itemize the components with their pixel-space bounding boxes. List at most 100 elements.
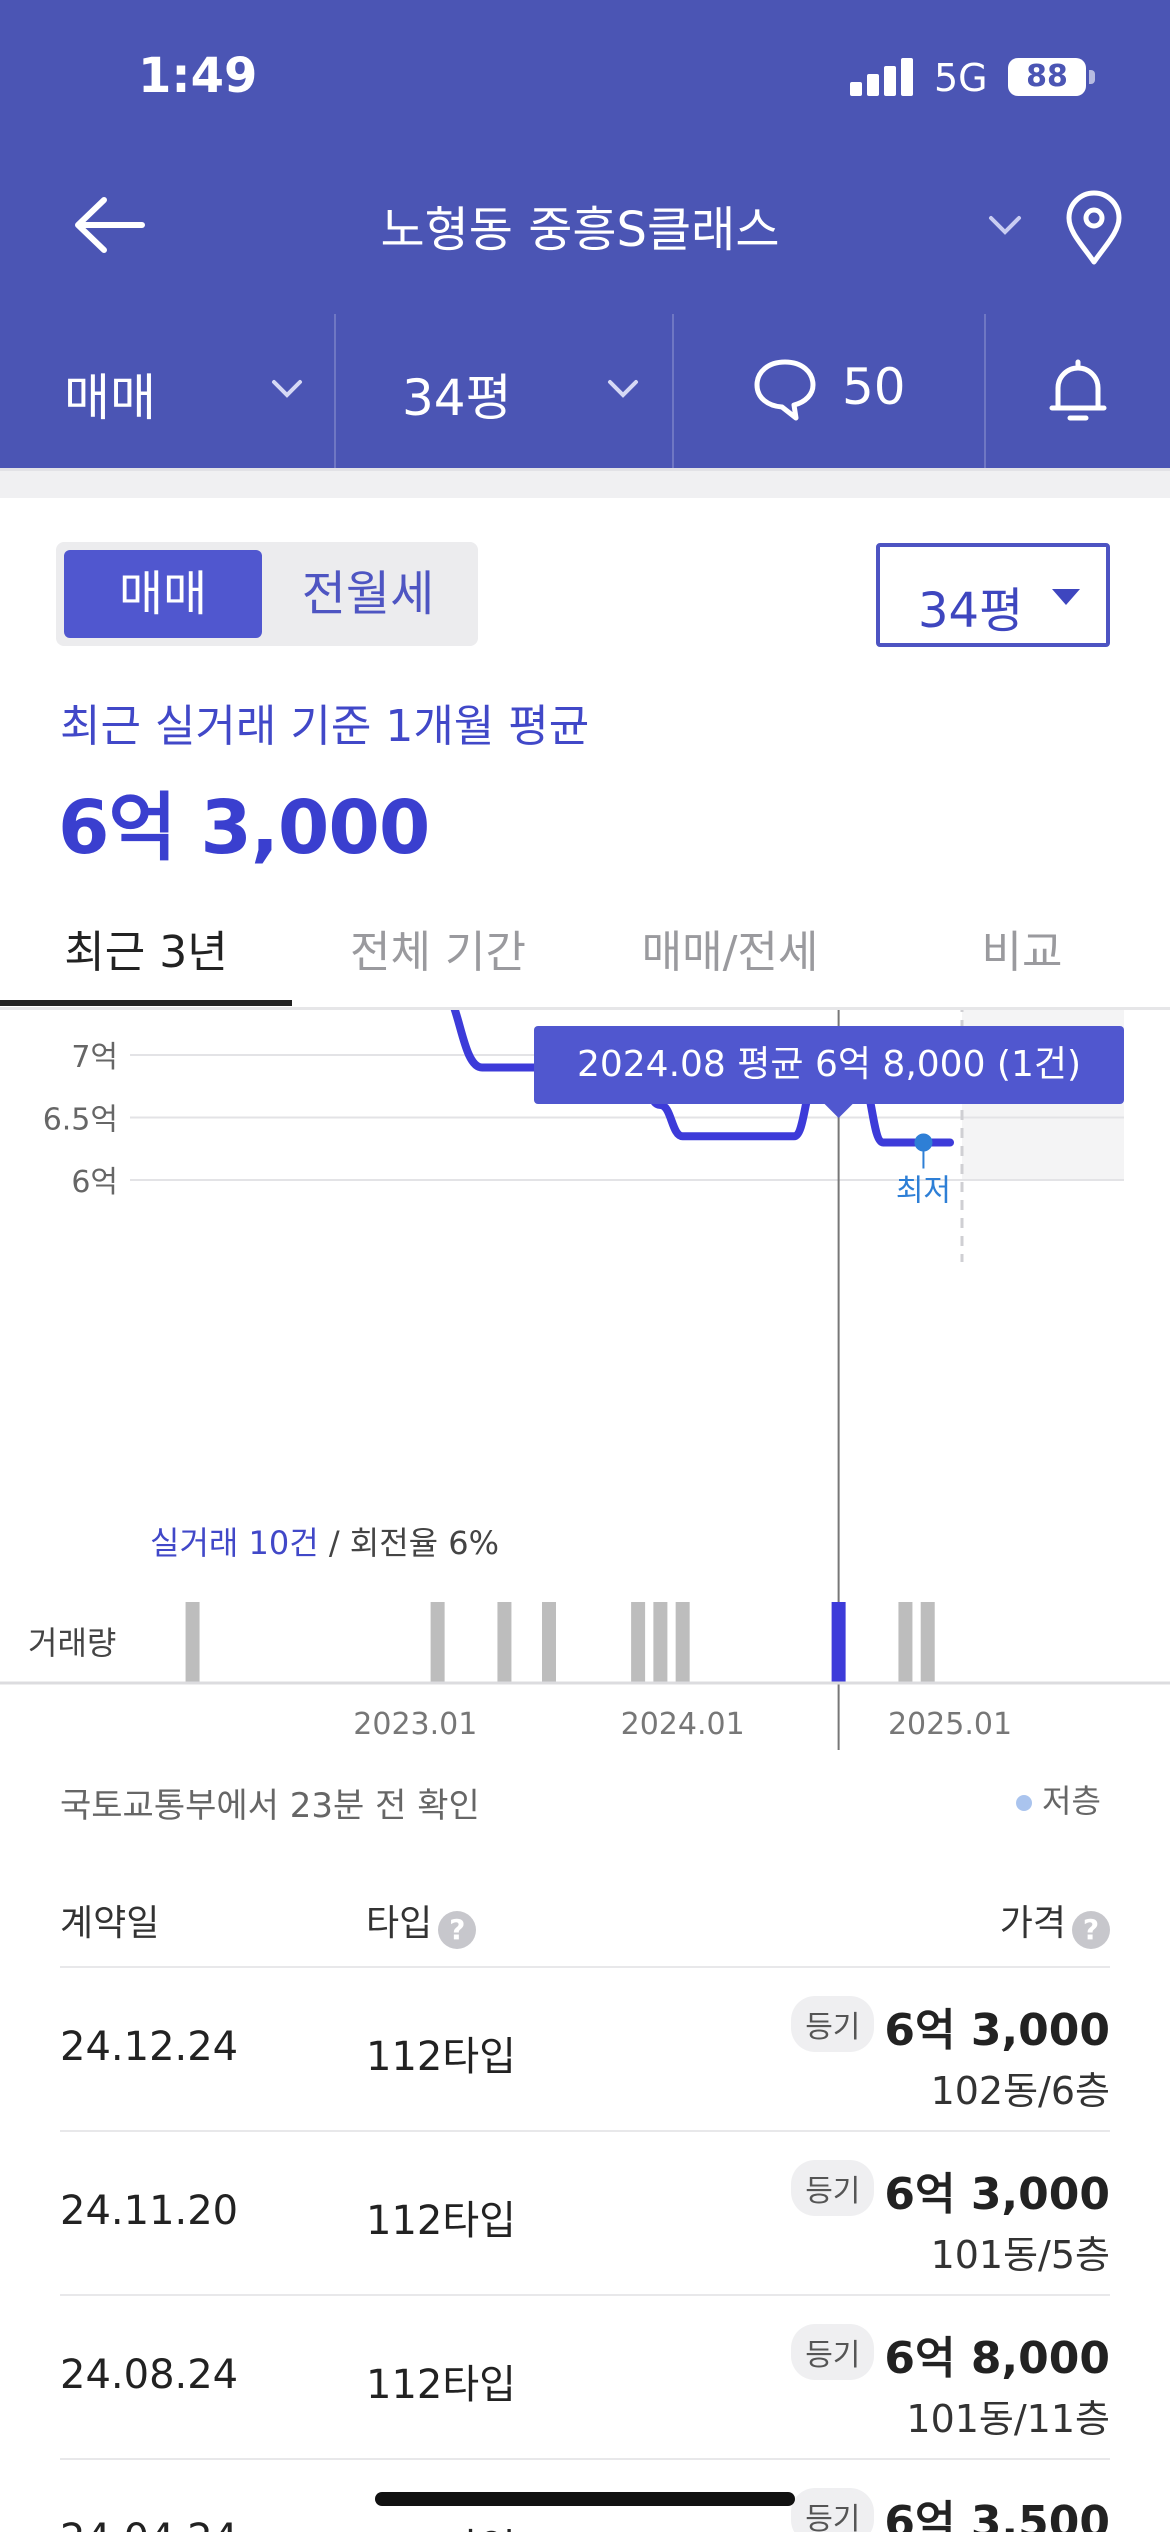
size-select-label: 34평 — [918, 583, 1024, 639]
row-date: 24.11.20 — [60, 2188, 239, 2234]
caret-down-icon — [1052, 589, 1080, 605]
tooltip-box — [534, 1026, 1124, 1104]
row-price: 6억 3,000 — [884, 2005, 1110, 2056]
segment-rent[interactable]: 전월세 — [301, 566, 435, 622]
status-indicators: 5G 88 — [850, 52, 1100, 102]
comments-button[interactable]: 50 — [674, 314, 986, 468]
volume-bar — [185, 1602, 200, 1682]
status-time: 1:49 — [138, 48, 258, 104]
volume-bar — [831, 1602, 846, 1682]
data-source: 국토교통부에서 23분 전 확인 — [60, 1786, 480, 1826]
header-price-label: 가격 — [999, 1903, 1066, 1944]
help-icon[interactable]: ? — [1072, 1911, 1110, 1949]
volume-label: 거래량 — [28, 1624, 117, 1662]
registered-badge: 등기 — [791, 2160, 875, 2216]
row-price: 6억 3,000 — [884, 2169, 1110, 2220]
turnover-rate: / 회전율 6% — [328, 1524, 500, 1562]
table-row[interactable]: 24.04.24 112타입 등기 6억 3,500 — [60, 2460, 1110, 2532]
volume-bar — [497, 1602, 512, 1682]
segment-sale[interactable]: 매매 — [64, 550, 262, 638]
average-caption: 최근 실거래 기준 1개월 평균 — [60, 701, 590, 752]
registered-badge: 등기 — [791, 2488, 875, 2532]
tab-compare[interactable]: 비교 — [981, 927, 1063, 978]
chevron-down-icon[interactable] — [985, 210, 1025, 240]
y-tick-label: 7억 — [71, 1040, 118, 1075]
volume-bar — [653, 1602, 668, 1682]
row-price: 6억 3,500 — [884, 2497, 1110, 2532]
table-header: 계약일 타입? 가격? — [60, 1888, 1110, 1968]
price-chart-svg: 8억7.5억7억6.5억6억최고최저2024.08 평균 6억 8,000 (1… — [0, 1010, 1170, 1750]
volume-bar — [631, 1602, 646, 1682]
chevron-down-icon — [270, 376, 304, 402]
legend-low-floor: 저층 — [1016, 1776, 1101, 1822]
tooltip-arrow — [824, 1104, 853, 1118]
period-tabs: 최근 3년 전체 기간 매매/전세 비교 — [0, 900, 1170, 1010]
x-tick-label: 2025.01 — [888, 1707, 1012, 1742]
row-date: 24.04.24 — [60, 2516, 238, 2532]
size-label: 34평 — [402, 369, 512, 427]
network-label: 5G — [934, 56, 988, 100]
page-title[interactable]: 노형동 중흥S클래스 — [380, 202, 780, 258]
volume-bar — [920, 1602, 935, 1682]
size-select[interactable]: 34평 — [876, 543, 1110, 647]
active-tab-indicator — [0, 1000, 292, 1006]
notification-button[interactable] — [986, 314, 1170, 468]
size-dropdown[interactable]: 34평 — [336, 314, 674, 468]
help-icon[interactable]: ? — [438, 1911, 477, 1949]
battery-icon: 88 — [1008, 58, 1086, 96]
volume-bar — [542, 1602, 556, 1682]
deal-segment-control: 매매 전월세 — [56, 542, 478, 646]
chevron-down-icon — [606, 376, 640, 402]
row-type: 112타입 — [366, 2034, 516, 2080]
row-date: 24.08.24 — [60, 2352, 239, 2398]
section-divider — [0, 468, 1170, 498]
y-tick-label: 6억 — [71, 1165, 118, 1200]
row-unit: 102동/6층 — [930, 2069, 1110, 2113]
deal-type-dropdown[interactable]: 매매 — [0, 314, 336, 468]
map-pin-icon[interactable] — [1063, 188, 1125, 268]
tab-recent-3y[interactable]: 최근 3년 — [64, 927, 228, 978]
deal-type-label: 매매 — [64, 369, 156, 427]
home-indicator — [375, 2492, 795, 2506]
sub-navigation: 매매 34평 50 — [0, 314, 1170, 468]
header-price: 가격? — [1000, 1894, 1110, 1949]
table-row[interactable]: 24.11.20 112타입 등기 6억 3,000 101동/5층 — [60, 2132, 1110, 2296]
average-price: 6억 3,000 — [58, 785, 430, 871]
comment-count: 50 — [842, 358, 906, 416]
legend-low-floor-label: 저층 — [1042, 1782, 1101, 1820]
volume-bar — [898, 1602, 913, 1682]
chart-footnote: 실거래 10건 / 회전율 6% — [150, 1518, 499, 1564]
registered-badge: 등기 — [791, 1996, 875, 2052]
y-tick-label: 7.5억 — [43, 1010, 118, 1013]
header-type: 타입? — [366, 1894, 477, 1949]
volume-bar — [430, 1602, 445, 1682]
row-unit: 101동/11층 — [906, 2397, 1110, 2441]
deal-count: 실거래 10건 — [150, 1524, 319, 1562]
legend-dot-icon — [1016, 1795, 1032, 1811]
comment-icon — [752, 356, 818, 426]
y-tick-label: 6.5억 — [43, 1103, 118, 1138]
row-price: 6억 8,000 — [884, 2333, 1110, 2384]
row-type: 112타입 — [366, 2198, 516, 2244]
row-type: 112타입 — [366, 2362, 516, 2408]
table-row[interactable]: 24.08.24 112타입 등기 6억 8,000 101동/11층 — [60, 2296, 1110, 2460]
min-marker-point — [914, 1133, 933, 1152]
header-type-label: 타입 — [366, 1903, 433, 1944]
row-unit: 101동/5층 — [930, 2233, 1110, 2277]
volume-bar — [675, 1602, 690, 1682]
x-tick-label: 2024.01 — [621, 1707, 745, 1742]
registered-badge: 등기 — [791, 2324, 875, 2380]
table-row[interactable]: 24.12.24 112타입 등기 6억 3,000 102동/6층 — [60, 1968, 1110, 2132]
tab-sale-jeonse[interactable]: 매매/전세 — [641, 927, 819, 978]
min-marker-label: 최저 — [896, 1174, 951, 1209]
back-arrow-icon[interactable] — [70, 190, 150, 260]
price-chart[interactable]: 8억7.5억7억6.5억6억최고최저2024.08 평균 6억 8,000 (1… — [0, 1010, 1170, 1770]
tooltip-text: 2024.08 평균 6억 8,000 (1건) — [577, 1044, 1081, 1085]
bell-icon — [1046, 356, 1110, 430]
x-tick-label: 2023.01 — [353, 1707, 477, 1742]
tab-all-period[interactable]: 전체 기간 — [350, 927, 526, 978]
row-type: 112타입 — [366, 2516, 516, 2532]
header-area: 1:49 5G 88 노형동 중흥S클래스 매매 — [0, 0, 1170, 468]
row-date: 24.12.24 — [60, 2024, 239, 2070]
header-date: 계약일 — [60, 1903, 160, 1944]
